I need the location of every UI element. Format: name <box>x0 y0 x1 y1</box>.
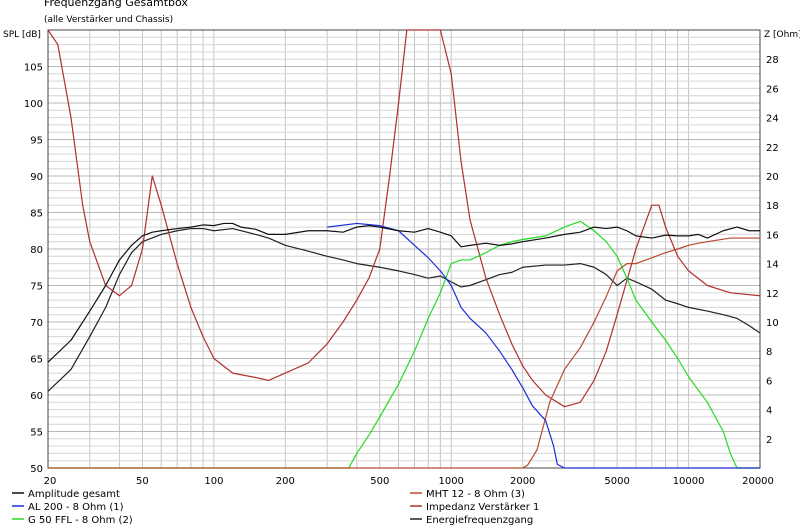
x-tick-label: 20000 <box>742 476 774 487</box>
legend-label: Impedanz Verstärker 1 <box>426 502 539 513</box>
y2-tick-label: 2 <box>766 435 772 446</box>
y-tick-label: 50 <box>30 464 43 475</box>
y2-axis-label: Z [Ohm] <box>764 30 800 40</box>
x-tick-label: 500 <box>370 476 389 487</box>
x-tick-label: 50 <box>136 476 149 487</box>
series-line-0 <box>47 222 760 363</box>
series-line-4 <box>47 29 761 408</box>
tick-labels: 20 50 100 200 500 1000 2000 5000 10000 2000050556… <box>24 55 779 487</box>
y2-tick-label: 26 <box>766 84 779 95</box>
y-tick-label: 90 <box>30 172 43 183</box>
y2-tick-label: 24 <box>766 114 779 125</box>
y-tick-label: 70 <box>30 318 43 329</box>
x-tick-label: 10000 <box>673 476 705 487</box>
y2-tick-label: 14 <box>766 260 779 271</box>
series-line-2 <box>48 220 760 469</box>
legend-label: Energiefrequenzgang <box>426 515 533 526</box>
y-axis-label: SPL [dB] <box>3 30 41 40</box>
y-tick-label: 60 <box>30 391 43 402</box>
y2-tick-label: 18 <box>766 201 779 212</box>
y-tick-label: 105 <box>24 63 43 74</box>
y2-tick-label: 20 <box>766 172 779 183</box>
y2-tick-label: 10 <box>766 318 779 329</box>
y-tick-label: 55 <box>30 428 43 439</box>
series-line-5 <box>47 227 761 392</box>
series-line-3 <box>48 237 760 469</box>
y2-tick-label: 28 <box>766 55 779 66</box>
grid <box>47 30 761 468</box>
x-tick-label: 5000 <box>604 476 629 487</box>
legend: Amplitude gesamt AL 200 - 8 Ohm (1) G 50 F… <box>12 489 539 526</box>
x-tick-label: 100 <box>204 476 223 487</box>
x-tick-label: 2000 <box>510 476 535 487</box>
chart-title: Frequenzgang Gesamtbox <box>44 0 188 9</box>
y-tick-label: 95 <box>30 136 43 147</box>
y2-tick-label: 4 <box>766 406 772 417</box>
chart-subtitle: (alle Verstärker und Chassis) <box>44 15 173 25</box>
x-tick-label: 200 <box>276 476 295 487</box>
y-tick-label: 75 <box>30 282 43 293</box>
legend-label: G 50 FFL - 8 Ohm (2) <box>28 515 133 526</box>
series-layer <box>47 29 761 469</box>
y2-tick-label: 22 <box>766 143 779 154</box>
series-line-1 <box>327 222 760 469</box>
y2-tick-label: 8 <box>766 347 772 358</box>
y2-tick-label: 6 <box>766 376 772 387</box>
legend-label: AL 200 - 8 Ohm (1) <box>28 502 124 513</box>
legend-label: MHT 12 - 8 Ohm (3) <box>426 489 525 500</box>
y-tick-label: 80 <box>30 245 43 256</box>
y-tick-label: 100 <box>24 99 43 110</box>
y2-tick-label: 16 <box>766 230 779 241</box>
y2-tick-label: 12 <box>766 289 779 300</box>
legend-label: Amplitude gesamt <box>28 489 120 500</box>
x-tick-label: 20 <box>44 476 57 487</box>
y-tick-label: 85 <box>30 209 43 220</box>
y-tick-label: 65 <box>30 355 43 366</box>
x-tick-label: 1000 <box>438 476 463 487</box>
